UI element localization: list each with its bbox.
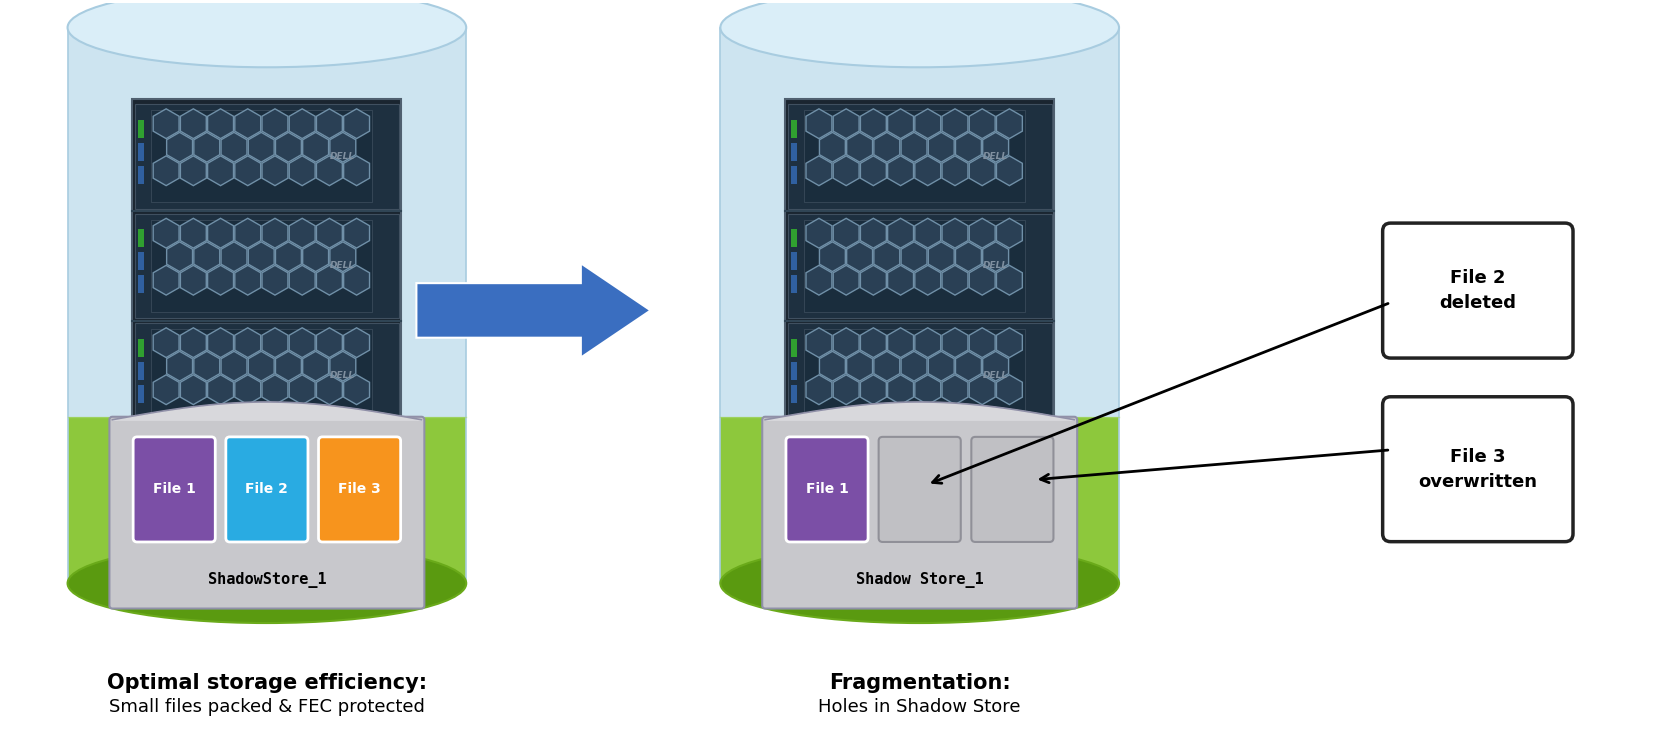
Text: DELL: DELL (329, 152, 354, 161)
Bar (138, 275, 145, 294)
Ellipse shape (68, 0, 467, 67)
Bar (791, 253, 798, 270)
Ellipse shape (720, 544, 1119, 623)
Text: File 3
overwritten: File 3 overwritten (1418, 448, 1537, 490)
FancyBboxPatch shape (151, 111, 372, 202)
Bar (791, 229, 798, 247)
FancyBboxPatch shape (786, 437, 868, 542)
FancyBboxPatch shape (135, 104, 399, 209)
FancyBboxPatch shape (135, 323, 399, 427)
Text: DELL: DELL (982, 261, 1007, 270)
Bar (138, 362, 145, 380)
Bar (791, 165, 798, 184)
FancyBboxPatch shape (110, 417, 424, 608)
FancyBboxPatch shape (151, 329, 372, 421)
Ellipse shape (720, 0, 1119, 67)
FancyBboxPatch shape (788, 214, 1052, 318)
Bar (138, 143, 145, 161)
Bar (138, 165, 145, 184)
Text: ShadowStore_1: ShadowStore_1 (208, 572, 326, 589)
Bar (791, 339, 798, 357)
FancyBboxPatch shape (879, 437, 961, 542)
FancyBboxPatch shape (804, 111, 1025, 202)
Bar (138, 384, 145, 403)
FancyBboxPatch shape (133, 437, 216, 542)
FancyBboxPatch shape (804, 220, 1025, 312)
FancyBboxPatch shape (151, 220, 372, 312)
Text: File 3: File 3 (337, 482, 381, 496)
FancyBboxPatch shape (1383, 397, 1572, 542)
FancyBboxPatch shape (226, 437, 307, 542)
Bar (138, 339, 145, 357)
FancyBboxPatch shape (1383, 223, 1572, 358)
FancyBboxPatch shape (788, 323, 1052, 427)
Text: DELL: DELL (982, 370, 1007, 380)
FancyBboxPatch shape (784, 99, 1054, 433)
Text: File Writes: File Writes (469, 253, 578, 270)
Text: File 1: File 1 (806, 482, 848, 496)
Bar (138, 253, 145, 270)
Bar (791, 143, 798, 161)
Bar (720, 417, 1119, 583)
Text: File 2
deleted: File 2 deleted (1439, 269, 1516, 312)
Text: Small files packed & FEC protected: Small files packed & FEC protected (110, 698, 425, 717)
Bar (68, 28, 467, 417)
Ellipse shape (68, 544, 467, 623)
Text: Optimal storage efficiency:: Optimal storage efficiency: (106, 673, 427, 692)
Text: File 2: File 2 (246, 482, 288, 496)
FancyBboxPatch shape (804, 329, 1025, 421)
Bar (720, 28, 1119, 417)
FancyBboxPatch shape (319, 437, 401, 542)
Text: Holes in Shadow Store: Holes in Shadow Store (818, 698, 1020, 717)
Bar (791, 362, 798, 380)
Bar (138, 229, 145, 247)
Bar (791, 120, 798, 138)
FancyArrow shape (417, 264, 650, 357)
Text: DELL: DELL (982, 152, 1007, 161)
Text: Fragmentation:: Fragmentation: (829, 673, 1010, 692)
Text: File 1: File 1 (153, 482, 196, 496)
FancyBboxPatch shape (133, 99, 402, 433)
Text: DELL: DELL (329, 370, 354, 380)
FancyBboxPatch shape (788, 104, 1052, 209)
FancyBboxPatch shape (135, 214, 399, 318)
FancyBboxPatch shape (971, 437, 1054, 542)
Bar (68, 417, 467, 583)
Bar (791, 384, 798, 403)
Bar (138, 120, 145, 138)
Text: DELL: DELL (329, 261, 354, 270)
Text: Shadow Store_1: Shadow Store_1 (856, 572, 984, 589)
FancyBboxPatch shape (763, 417, 1077, 608)
Bar (791, 275, 798, 294)
